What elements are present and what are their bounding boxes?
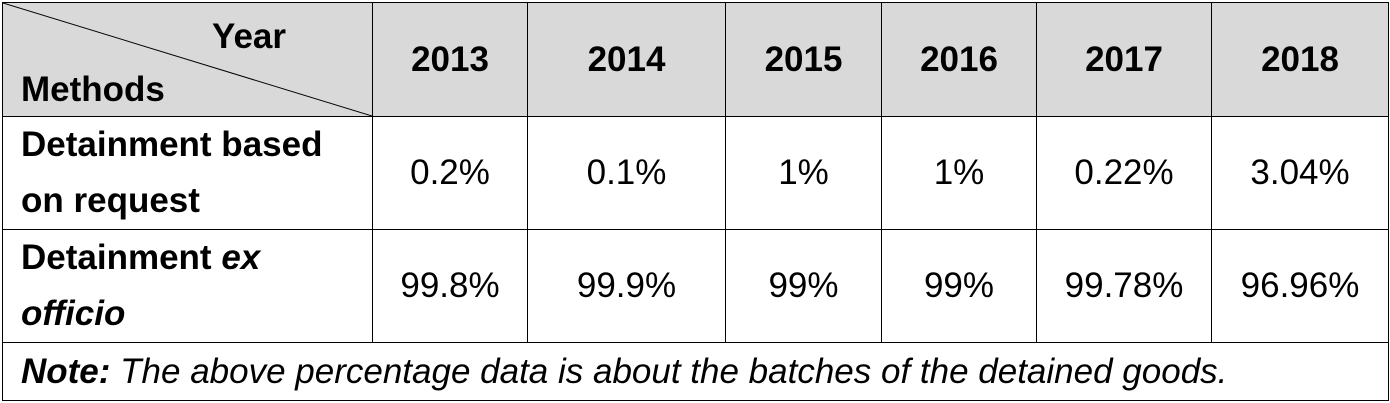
note-cell: Note: The above percentage data is about… <box>2 342 1389 401</box>
table-row-request: Detainment based on request 0.2% 0.1% 1% … <box>2 116 1389 230</box>
diagonal-divider-line <box>3 3 372 116</box>
table-cell: 0.22% <box>1036 116 1212 230</box>
table-cell: 99.78% <box>1036 229 1212 343</box>
year-axis-label: Year <box>212 17 286 56</box>
year-header-2018: 2018 <box>1211 2 1389 117</box>
row-label-request-line2: on request <box>21 181 200 220</box>
row-label-ex-officio-normal: Detainment <box>21 238 222 277</box>
table-cell: 1% <box>881 116 1037 230</box>
row-label-request: Detainment based on request <box>2 116 373 230</box>
year-header-2013: 2013 <box>372 2 528 117</box>
note-text: The above percentage data is about the b… <box>110 351 1228 391</box>
table-cell: 99.9% <box>527 229 726 343</box>
table-cell: 99% <box>725 229 882 343</box>
table-cell: 1% <box>725 116 882 230</box>
table-cell: 99.8% <box>372 229 528 343</box>
year-header-2016: 2016 <box>881 2 1037 117</box>
row-label-request-line1: Detainment based <box>21 125 323 164</box>
year-header-2015: 2015 <box>725 2 882 117</box>
row-label-ex-officio-italic1: ex <box>221 238 261 277</box>
table-cell: 96.96% <box>1211 229 1389 343</box>
row-label-ex-officio: Detainment ex officio <box>2 229 373 343</box>
year-header-2014: 2014 <box>527 2 726 117</box>
note-row: Note: The above percentage data is about… <box>2 342 1389 401</box>
header-row: Year Methods 2013 2014 2015 2016 2017 20… <box>2 2 1389 117</box>
year-header-2017: 2017 <box>1036 2 1212 117</box>
corner-header-cell: Year Methods <box>2 2 373 117</box>
table-cell: 99% <box>881 229 1037 343</box>
table-cell: 0.1% <box>527 116 726 230</box>
row-label-ex-officio-italic2: officio <box>21 294 126 333</box>
table-row-ex-officio: Detainment ex officio 99.8% 99.9% 99% 99%… <box>2 229 1389 343</box>
table-cell: 0.2% <box>372 116 528 230</box>
methods-axis-label: Methods <box>21 70 165 109</box>
note-label: Note: <box>21 351 111 391</box>
table-cell: 3.04% <box>1211 116 1389 230</box>
